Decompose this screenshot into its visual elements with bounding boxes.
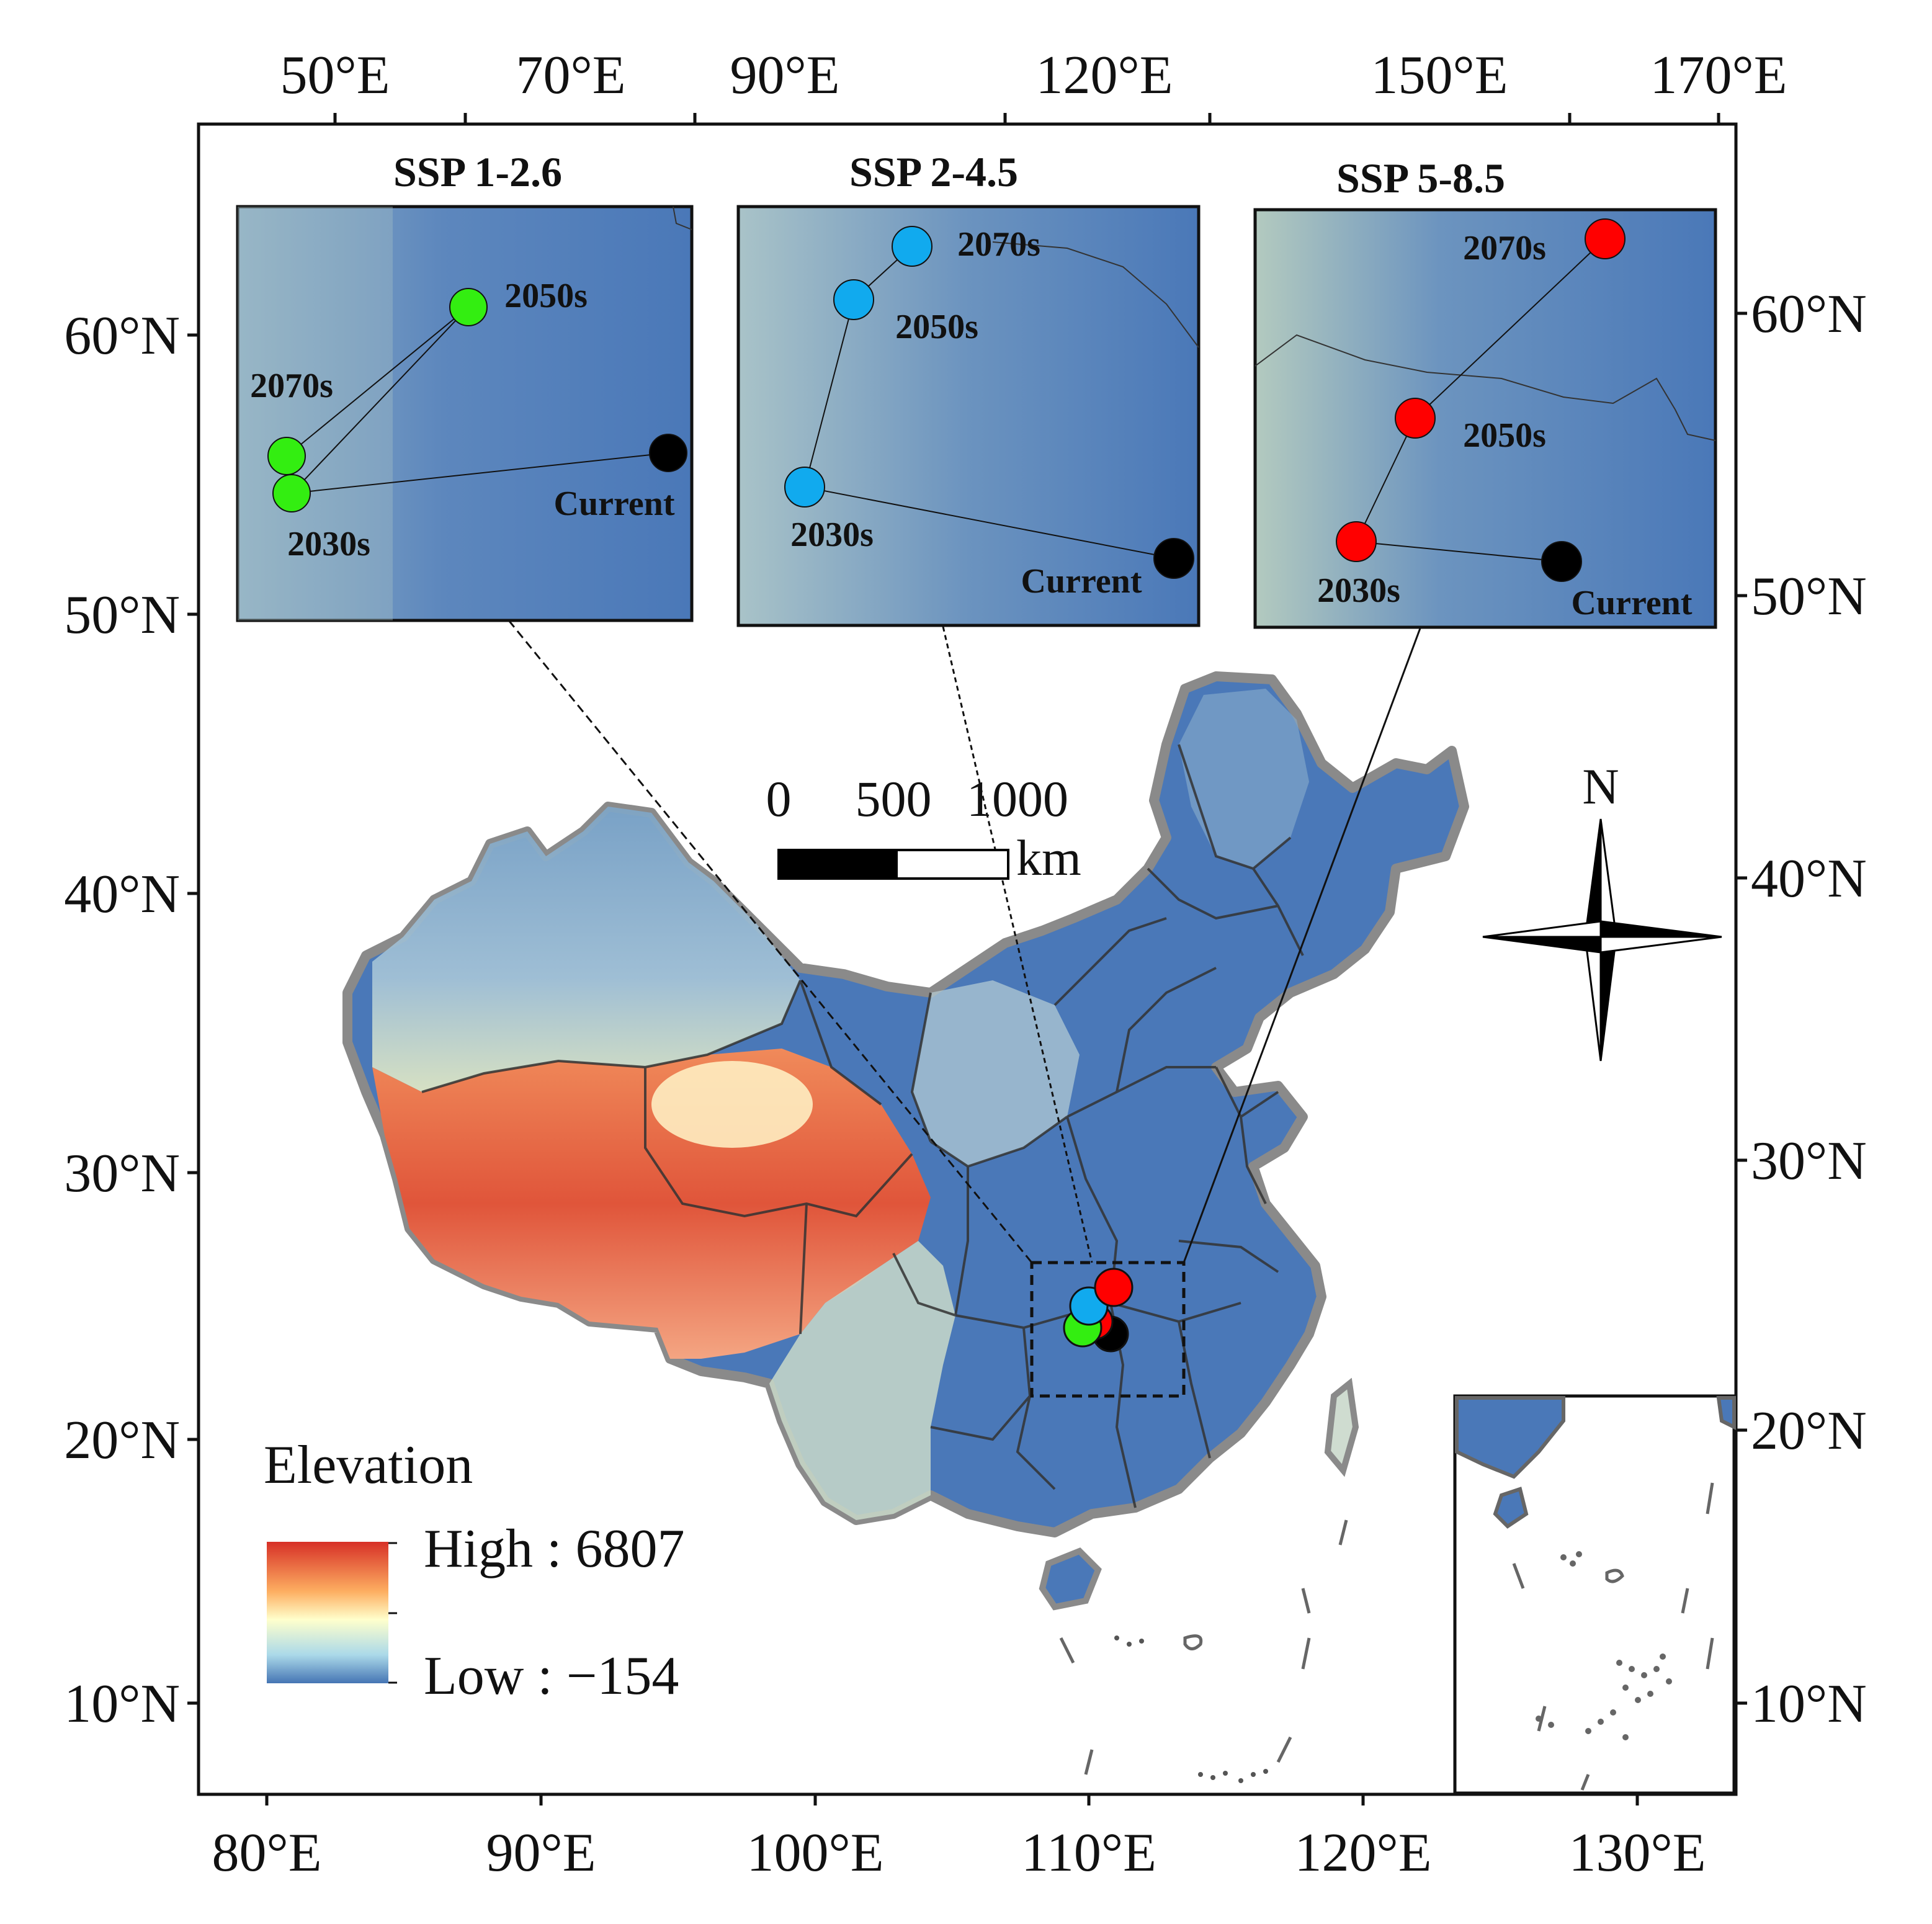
south-china-sea-line [1059, 1519, 1348, 1775]
ssp585-point-current [1541, 541, 1582, 582]
left-lat-label-3: 40°N [64, 864, 180, 924]
leader-line-ssp585 [1183, 626, 1422, 1263]
ssp585-label-2030: 2030s [1317, 571, 1400, 610]
inset-ssp126: SSP 1-2.6 Current 2030s 2050s 2070s [236, 148, 694, 622]
ssp585-label-2070: 2070s [1463, 229, 1546, 267]
scale-tick-500: 500 [856, 771, 932, 827]
province-boundaries [421, 744, 1304, 1508]
right-lat-label-3: 40°N [1751, 849, 1867, 909]
ssp126-point-2050 [449, 288, 488, 326]
right-lat-label-1: 60°N [1751, 284, 1867, 344]
bottom-lon-label-3: 100°E [747, 1823, 884, 1883]
study-area-box [1030, 1261, 1186, 1398]
scale-unit: km [1016, 830, 1081, 886]
south-china-sea-inset [1453, 1394, 1736, 1795]
scale-tick-1000: 1000 [967, 771, 1068, 827]
top-lon-label-1: 50°E [280, 45, 390, 105]
qaidam-basin [651, 1061, 813, 1148]
taiwan-island [1324, 1377, 1359, 1477]
inset-ssp585: SSP 5-8.5 Current 2030s 2050s 2070s [1253, 154, 1717, 629]
inset-ssp245: SSP 2-4.5 Current 2030s 2050s 2070s [736, 148, 1201, 627]
ssp585-point-2030 [1336, 521, 1377, 562]
ssp126-label-current: Current [554, 485, 675, 523]
ssp245-label-2050: 2050s [895, 308, 978, 346]
northeast-highlands [1179, 689, 1309, 869]
ssp245-point-2030 [784, 467, 825, 508]
inset-ssp126-title: SSP 1-2.6 [393, 148, 562, 195]
left-lat-label-6: 10°N [64, 1674, 180, 1734]
bottom-lon-label-5: 120°E [1295, 1823, 1432, 1883]
ssp245-point-2050 [833, 279, 874, 320]
spratly-islands [1114, 1635, 1268, 1783]
ssp126-point-current [649, 434, 687, 472]
ssp245-label-current: Current [1021, 562, 1142, 601]
scale-bar: 0 500 1000 km [766, 771, 1081, 886]
top-lon-label-6: 170°E [1650, 45, 1787, 105]
right-lat-label-2: 50°N [1751, 566, 1867, 627]
ssp126-point-2030 [272, 474, 311, 512]
right-lat-label-4: 30°N [1751, 1131, 1867, 1191]
top-lon-label-3: 90°E [730, 45, 840, 105]
right-lat-label-5: 20°N [1751, 1401, 1867, 1461]
legend-color-ramp [267, 1542, 388, 1683]
bottom-lon-label-1: 80°E [212, 1823, 322, 1883]
north-arrow: N [1482, 758, 1722, 1062]
inset-leader-lines [508, 620, 1422, 1263]
ssp245-label-2070: 2070s [957, 225, 1040, 264]
right-lat-label-6: 10°N [1751, 1674, 1867, 1734]
ssp585-point-2050 [1395, 398, 1436, 439]
ssp585-label-current: Current [1572, 584, 1693, 622]
inset-ssp585-title: SSP 5-8.5 [1336, 154, 1505, 202]
top-longitude-labels: 50°E 70°E 90°E 120°E 150°E 170°E [280, 45, 1787, 105]
ssp245-point-2070 [892, 226, 932, 267]
ssp245-label-2030: 2030s [790, 516, 874, 554]
north-arrow-label: N [1582, 758, 1619, 815]
leader-line-ssp245 [942, 626, 1093, 1263]
legend-low: Low : −154 [424, 1646, 679, 1706]
top-lon-label-5: 150°E [1371, 45, 1508, 105]
ssp585-label-2050: 2050s [1463, 416, 1546, 455]
left-latitude-labels: 60°N 50°N 40°N 30°N 20°N 10°N [64, 306, 180, 1734]
yunnan-sichuan-highlands [769, 1241, 955, 1520]
left-lat-label-5: 20°N [64, 1410, 180, 1470]
legend-title: Elevation [264, 1435, 473, 1495]
bottom-lon-label-2: 90°E [486, 1823, 596, 1883]
leader-line-ssp126 [508, 620, 1033, 1263]
ssp585-point-2070 [1585, 218, 1626, 259]
ssp126-label-2050: 2050s [504, 277, 588, 315]
main-point-ssp585 [1094, 1268, 1134, 1307]
left-lat-label-2: 50°N [64, 585, 180, 645]
legend-high: High : 6807 [424, 1519, 684, 1579]
axis-ticks [187, 113, 1747, 1805]
ssp126-label-2030: 2030s [287, 525, 370, 563]
elevation-legend: Elevation High : 6807 Low : −154 [264, 1435, 684, 1706]
ssp126-point-2070 [267, 437, 306, 475]
ssp245-point-current [1153, 538, 1194, 579]
scale-tick-0: 0 [766, 771, 792, 827]
left-lat-label-1: 60°N [64, 306, 180, 366]
top-lon-label-4: 120°E [1036, 45, 1173, 105]
top-lon-label-2: 70°E [516, 45, 626, 105]
ssp126-label-2070: 2070s [250, 367, 333, 405]
china-landmass [342, 671, 1469, 1783]
bottom-lon-label-6: 130°E [1569, 1823, 1706, 1883]
right-latitude-labels: 60°N 50°N 40°N 30°N 20°N 10°N [1751, 284, 1867, 1734]
bottom-longitude-labels: 80°E 90°E 100°E 110°E 120°E 130°E [212, 1823, 1706, 1883]
main-centroid-points [1063, 1268, 1134, 1353]
xinjiang-region [372, 807, 800, 1092]
left-lat-label-4: 30°N [64, 1143, 180, 1204]
inset-ssp245-title: SSP 2-4.5 [849, 148, 1018, 195]
hainan-island [1039, 1547, 1102, 1611]
bottom-lon-label-4: 110°E [1021, 1823, 1156, 1883]
